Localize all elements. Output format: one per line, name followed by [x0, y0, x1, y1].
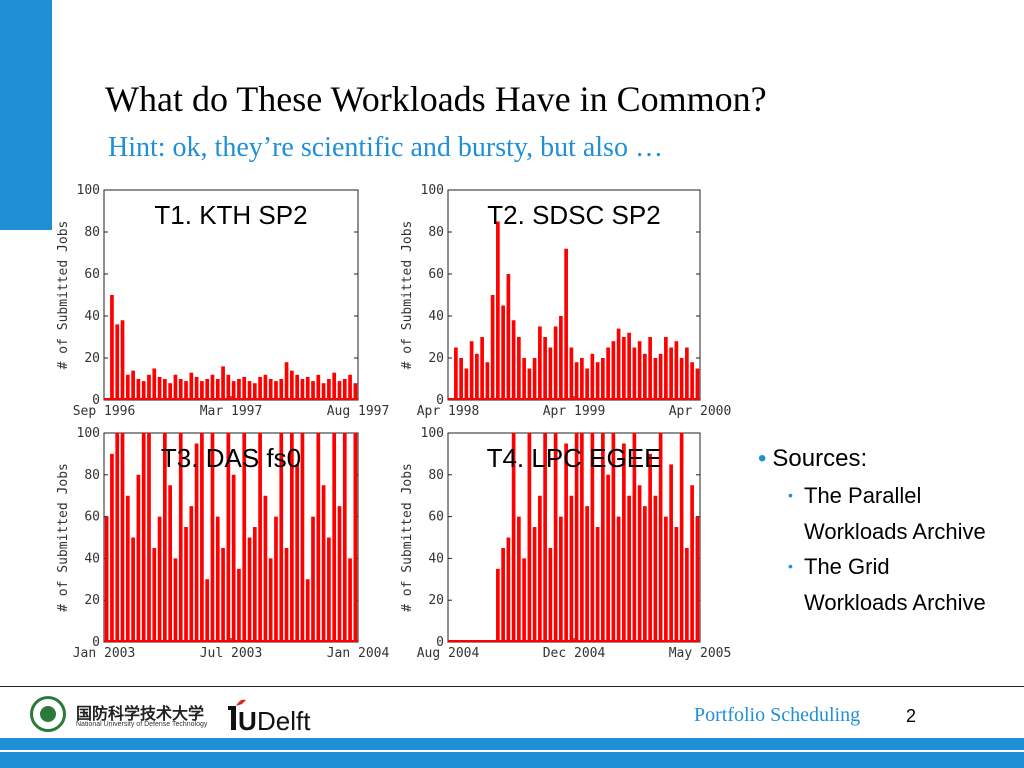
sources-items: • The Parallel Workloads Archive • The Gri…: [758, 478, 998, 620]
y-tick-label: 0: [92, 393, 100, 408]
x-tick-label: Apr 1998: [417, 404, 480, 419]
svg-text:Delft: Delft: [257, 706, 311, 734]
y-tick-label: 40: [84, 551, 100, 566]
y-tick-label: 80: [84, 468, 100, 483]
y-tick-label: 0: [436, 393, 444, 408]
corner-accent-bar: [0, 0, 52, 230]
page-number: 2: [906, 706, 917, 726]
x-tick-label: May 2005: [669, 646, 732, 661]
y-axis-label: # of Submitted Jobs: [400, 463, 415, 612]
x-tick-label: Aug 2004: [417, 646, 480, 661]
footer-divider: [0, 686, 1024, 687]
y-tick-label: 80: [84, 225, 100, 240]
panel-title: T2. SDSC SP2: [487, 200, 660, 230]
y-tick-label: 0: [92, 635, 100, 650]
y-tick-label: 60: [428, 267, 444, 282]
x-tick-label: Dec 2004: [543, 646, 606, 661]
source-item: • The Parallel Workloads Archive: [788, 478, 998, 549]
y-tick-label: 0: [436, 635, 444, 650]
footer-course: Portfolio Scheduling: [694, 704, 861, 726]
plot-frame: [447, 432, 701, 643]
y-tick-label: 20: [428, 351, 444, 366]
tudelft-logo: U Delft: [228, 699, 311, 734]
footer-bar: [0, 738, 1024, 768]
bullet-icon: •: [758, 445, 767, 472]
y-tick-label: 60: [84, 510, 100, 525]
x-tick-label: Jan 2004: [327, 646, 390, 661]
nudt-name-en: National University of Defense Technolog…: [76, 721, 208, 728]
y-tick-label: 40: [84, 309, 100, 324]
y-tick-label: 40: [428, 309, 444, 324]
y-tick-label: 100: [77, 183, 100, 198]
y-tick-label: 80: [428, 468, 444, 483]
bullet-icon: •: [788, 487, 793, 503]
y-axis-label: # of Submitted Jobs: [400, 221, 415, 370]
panel-title: T4. LPC EGEE: [487, 443, 662, 473]
y-tick-label: 60: [84, 267, 100, 282]
nudt-seal-logo: [30, 696, 66, 732]
y-axis-label: # of Submitted Jobs: [56, 463, 71, 612]
y-tick-label: 100: [421, 426, 444, 441]
source-item: • The Grid Workloads Archive: [788, 549, 998, 620]
slide-subtitle: Hint: ok, they’re scientific and bursty,…: [108, 132, 663, 163]
y-tick-label: 100: [77, 426, 100, 441]
y-axis-label: # of Submitted Jobs: [56, 221, 71, 370]
x-tick-label: Aug 1997: [327, 404, 390, 419]
plot-frame: [103, 189, 359, 401]
y-tick-label: 40: [428, 551, 444, 566]
x-tick-label: Apr 2000: [669, 404, 732, 419]
plot-frame: [447, 189, 701, 401]
slide-title: What do These Workloads Have in Common?: [105, 79, 767, 119]
x-tick-label: Jan 2003: [73, 646, 136, 661]
bullet-icon: •: [788, 558, 793, 574]
y-tick-label: 60: [428, 510, 444, 525]
panel-title: T1. KTH SP2: [154, 200, 307, 230]
y-tick-label: 20: [428, 593, 444, 608]
svg-text:U: U: [238, 706, 257, 734]
x-tick-label: Mar 1997: [200, 404, 263, 419]
sources-heading: • Sources:: [758, 445, 868, 472]
x-tick-label: Apr 1999: [543, 404, 606, 419]
x-tick-label: Jul 2003: [200, 646, 263, 661]
y-tick-label: 20: [84, 351, 100, 366]
y-tick-label: 20: [84, 593, 100, 608]
sources-list: • Sources: • The Parallel Workloads Archiv…: [758, 444, 998, 620]
y-tick-label: 100: [421, 183, 444, 198]
x-tick-label: Sep 1996: [73, 404, 136, 419]
footer-bar-stripe: [0, 750, 1024, 752]
panel-title: T3. DAS fs0: [161, 443, 301, 473]
y-tick-label: 80: [428, 225, 444, 240]
nudt-name-cn: 国防科学技术大学: [76, 706, 205, 723]
